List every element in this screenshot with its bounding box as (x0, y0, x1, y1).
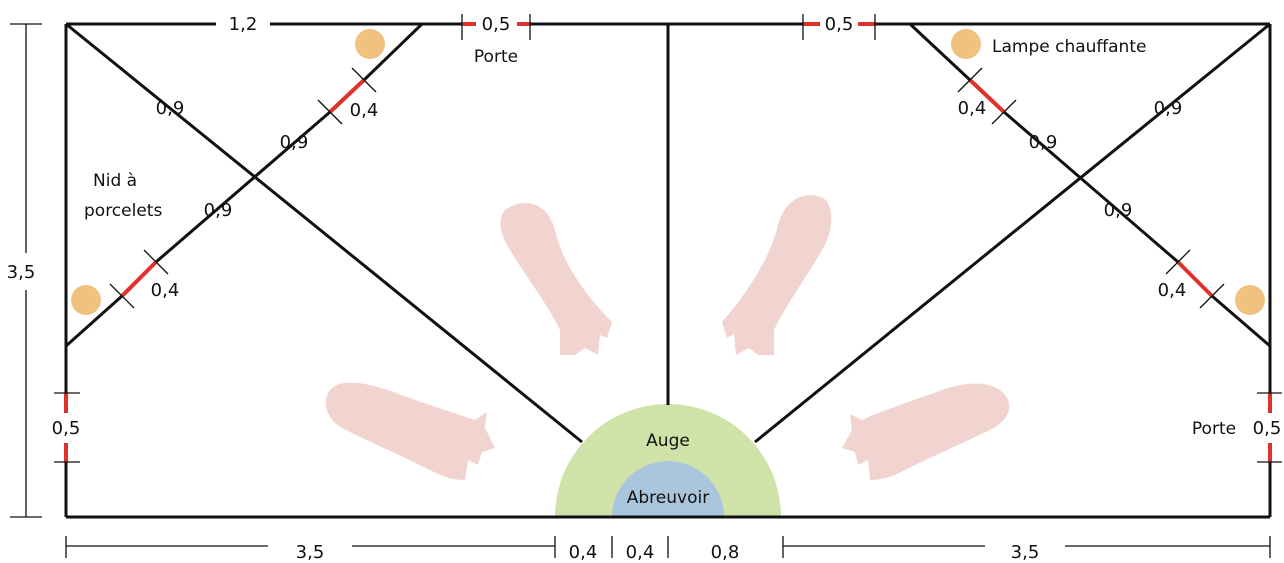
left-nest-wall-middle (155, 110, 331, 264)
heat-lamp-icon (71, 285, 101, 315)
nest-segment-right-inner1-label: 0,9 (1029, 132, 1058, 153)
tick (957, 67, 983, 93)
nest-opening-right-top-label: 0,4 (958, 98, 987, 119)
nest-opening-right-bottom (1176, 260, 1214, 298)
heat-lamp-icon (951, 29, 981, 59)
left-diagonal-partition (65, 22, 583, 444)
left-height-label: 3,5 (7, 262, 36, 283)
tick (351, 67, 377, 93)
tick (1199, 283, 1225, 309)
piglet-nest-label-line1: Nid à (93, 171, 137, 191)
pen-walls (64, 22, 1272, 519)
nest-segment-left-inner2-label: 0,9 (204, 200, 233, 221)
drinker (612, 461, 724, 517)
trough (555, 404, 781, 517)
trough-area (555, 404, 781, 517)
nest-segment-left-inner1-label: 0,9 (280, 132, 309, 153)
heat-lamps (71, 29, 1265, 315)
tick (143, 249, 169, 275)
bottom-trough-right-half-label: 0,4 (626, 542, 655, 563)
drinker-label: Abreuvoir (627, 488, 709, 508)
bottom-trough-left-half-label: 0,4 (569, 542, 598, 563)
bottom-dimension (65, 536, 1271, 558)
opening-ticks (109, 67, 1225, 309)
nest-segment-left-outer-label: 0,9 (156, 98, 185, 119)
nest-opening-left-top-label: 0,4 (350, 100, 379, 121)
door-top-right-width-label: 0,5 (825, 14, 854, 35)
tick (1165, 249, 1191, 275)
bottom-right-pen-width-label: 3,5 (1011, 542, 1040, 563)
pig-silhouettes (325, 194, 1010, 480)
pig-icon (722, 194, 832, 355)
tick (991, 99, 1017, 125)
right-door-width-label: 0,5 (1253, 418, 1282, 439)
tick (317, 99, 343, 125)
heat-lamp-icon (355, 29, 385, 59)
left-nest-wall-lower (65, 294, 123, 348)
doors (54, 14, 1282, 463)
right-nest-wall-lower (1211, 294, 1271, 348)
labels: 1,2 0,5 Porte 0,5 Lampe chauffante 0,9 0… (7, 14, 1282, 563)
tick (109, 283, 135, 309)
nest-segment-right-inner2-label: 0,9 (1104, 200, 1133, 221)
nest-openings (120, 78, 1214, 298)
right-door-label: Porte (1192, 419, 1236, 439)
right-nest-wall-upper (908, 22, 972, 82)
bottom-trough-gap-label: 0,8 (711, 542, 740, 563)
nest-opening-left-top (328, 78, 366, 114)
left-door-width-label: 0,5 (52, 418, 81, 439)
right-nest-wall-middle (1003, 110, 1179, 264)
left-height-dimension (10, 23, 42, 518)
nest-opening-left-bottom (120, 260, 158, 298)
nest-opening-right-top (968, 78, 1006, 114)
nest-opening-left-bottom-label: 0,4 (151, 280, 180, 301)
pig-icon (842, 383, 1010, 480)
bottom-left-pen-width-label: 3,5 (296, 542, 325, 563)
piglet-nest-label-line2: porcelets (84, 201, 162, 221)
left-nest-wall-upper (362, 22, 424, 82)
pig-icon (325, 382, 495, 480)
heat-lamp-icon (1235, 285, 1265, 315)
heat-lamp-label: Lampe chauffante (992, 37, 1146, 57)
nest-segment-right-outer-label: 0,9 (1154, 98, 1183, 119)
door-top-label: Porte (474, 47, 518, 67)
top-left-width-label: 1,2 (229, 14, 258, 35)
trough-label: Auge (646, 431, 690, 451)
door-top-left-width-label: 0,5 (482, 14, 511, 35)
nest-opening-right-bottom-label: 0,4 (1158, 280, 1187, 301)
right-diagonal-partition (754, 22, 1271, 444)
pig-icon (500, 202, 612, 355)
